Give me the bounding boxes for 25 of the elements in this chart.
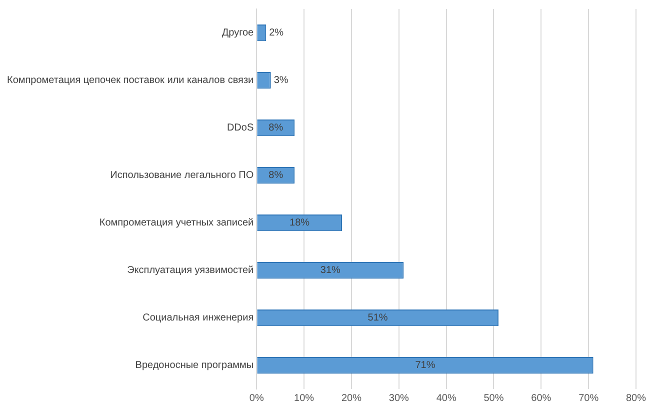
x-tick-label: 0%: [249, 392, 264, 404]
x-tick-label: 10%: [294, 392, 314, 404]
data-label: 51%: [368, 312, 388, 324]
y-tick-label: Социальная инженерия: [142, 312, 254, 324]
data-label: 2%: [269, 28, 284, 38]
data-label: 8%: [268, 122, 284, 134]
data-label: 18%: [290, 218, 310, 228]
x-tick-label: 40%: [436, 392, 456, 404]
x-tick-label: 60%: [531, 392, 552, 404]
data-label: 8%: [268, 170, 284, 181]
x-tick-label: 20%: [341, 392, 362, 404]
data-label: 3%: [274, 75, 288, 86]
y-tick-label: Другое: [222, 28, 254, 38]
y-tick-label: Компрометация учетных записей: [99, 218, 254, 228]
x-tick-label: 30%: [388, 392, 410, 404]
x-tick-label: 70%: [578, 392, 599, 404]
x-tick-label: 50%: [484, 392, 504, 404]
y-tick-label: Компрометация цепочек поставок или каналов связи: [6, 75, 254, 86]
data-label: 31%: [320, 265, 340, 276]
y-tick-label: Вредоносные программы: [135, 360, 254, 371]
y-tick-label: DDoS: [226, 122, 254, 134]
y-tick-label: Использование легального ПО: [110, 170, 254, 181]
data-label: 71%: [415, 360, 436, 371]
y-tick-label: Эксплуатация уязвимостей: [127, 265, 254, 276]
x-tick-label: 80%: [626, 392, 646, 404]
